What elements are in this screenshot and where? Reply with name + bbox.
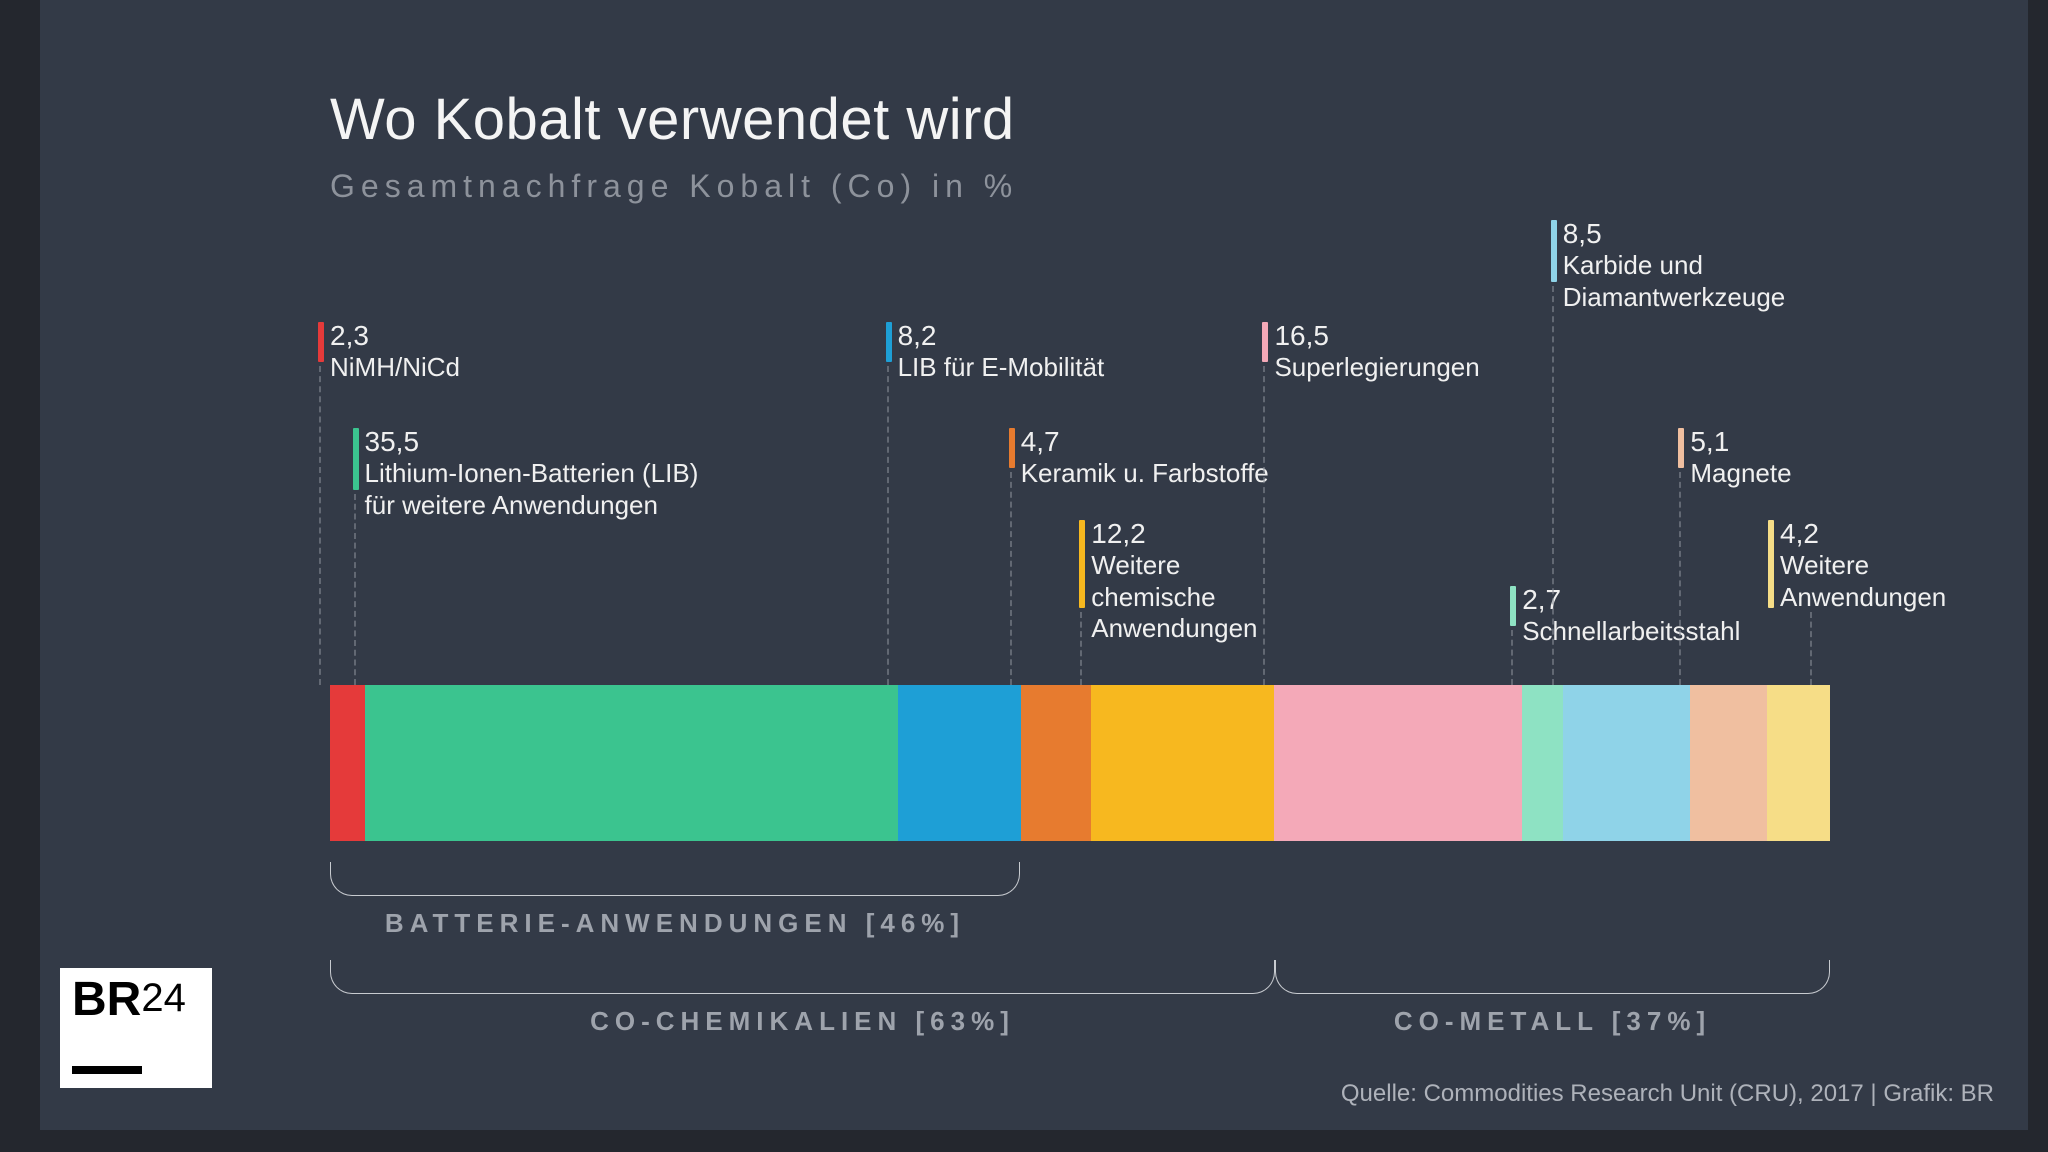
segment-nimh xyxy=(330,685,365,841)
stacked-bar xyxy=(330,685,1830,841)
leader-metal-other xyxy=(1810,612,1812,685)
leader-lib-emob xyxy=(887,366,889,685)
tick-metal-other xyxy=(1768,520,1774,608)
label-magnets: Magnete xyxy=(1690,458,1791,490)
label-lib-emob: LIB für E-Mobilität xyxy=(898,352,1105,384)
label-chem-other: WeiterechemischeAnwendungen xyxy=(1091,550,1257,645)
tick-nimh xyxy=(318,322,324,362)
label-metal-other: WeitereAnwendungen xyxy=(1780,550,1946,613)
annot-ceramics: 4,7Keramik u. Farbstoffe xyxy=(1021,426,1269,490)
label-superalloy: Superlegierungen xyxy=(1274,352,1479,384)
annot-hss: 2,7Schnellarbeitsstahl xyxy=(1522,584,1740,648)
segment-metal-other xyxy=(1767,685,1830,841)
segment-carbide xyxy=(1563,685,1691,841)
value-superalloy: 16,5 xyxy=(1274,320,1479,352)
value-metal-other: 4,2 xyxy=(1780,518,1946,550)
bracket-chemicals xyxy=(330,960,1275,994)
value-magnets: 5,1 xyxy=(1690,426,1791,458)
source-text: Quelle: Commodities Research Unit (CRU),… xyxy=(1341,1080,1994,1108)
tick-lib-other xyxy=(353,428,359,490)
annot-carbide: 8,5Karbide undDiamantwerkzeuge xyxy=(1563,218,1786,313)
annot-nimh: 2,3NiMH/NiCd xyxy=(330,320,460,384)
annot-lib-other: 35,5Lithium-Ionen-Batterien (LIB)für wei… xyxy=(365,426,699,521)
label-ceramics: Keramik u. Farbstoffe xyxy=(1021,458,1269,490)
leader-chem-other xyxy=(1080,612,1082,685)
bracket-batteries xyxy=(330,862,1020,896)
leader-nimh xyxy=(319,366,321,685)
br24-logo: BR24 xyxy=(60,968,212,1088)
segment-superalloy xyxy=(1274,685,1522,841)
annot-magnets: 5,1Magnete xyxy=(1690,426,1791,490)
label-hss: Schnellarbeitsstahl xyxy=(1522,616,1740,648)
value-ceramics: 4,7 xyxy=(1021,426,1269,458)
segment-ceramics xyxy=(1021,685,1092,841)
annot-metal-other: 4,2WeitereAnwendungen xyxy=(1780,518,1946,613)
chart-frame: Wo Kobalt verwendet wird Gesamtnachfrage… xyxy=(40,0,2028,1130)
tick-carbide xyxy=(1551,220,1557,282)
bracket-label-metal: CO-METALL [37%] xyxy=(1275,1006,1830,1037)
bracket-label-batteries: BATTERIE-ANWENDUNGEN [46%] xyxy=(330,908,1020,939)
annot-lib-emob: 8,2LIB für E-Mobilität xyxy=(898,320,1105,384)
value-carbide: 8,5 xyxy=(1563,218,1786,250)
chart-subtitle: Gesamtnachfrage Kobalt (Co) in % xyxy=(330,168,1018,205)
chart-title: Wo Kobalt verwendet wird xyxy=(330,86,1015,153)
bracket-metal xyxy=(1275,960,1830,994)
segment-lib-emob xyxy=(898,685,1021,841)
tick-lib-emob xyxy=(886,322,892,362)
segment-hss xyxy=(1522,685,1563,841)
label-lib-other: Lithium-Ionen-Batterien (LIB)für weitere… xyxy=(365,458,699,521)
leader-ceramics xyxy=(1010,472,1012,685)
leader-superalloy xyxy=(1263,366,1265,685)
value-lib-emob: 8,2 xyxy=(898,320,1105,352)
tick-superalloy xyxy=(1262,322,1268,362)
leader-magnets xyxy=(1679,472,1681,685)
logo-underline xyxy=(72,1066,142,1074)
logo-24: 24 xyxy=(141,976,186,1021)
bracket-label-chemicals: CO-CHEMIKALIEN [63%] xyxy=(330,1006,1275,1037)
value-chem-other: 12,2 xyxy=(1091,518,1257,550)
segment-chem-other xyxy=(1091,685,1274,841)
leader-lib-other xyxy=(354,494,356,685)
value-lib-other: 35,5 xyxy=(365,426,699,458)
tick-ceramics xyxy=(1009,428,1015,468)
segment-magnets xyxy=(1690,685,1767,841)
label-carbide: Karbide undDiamantwerkzeuge xyxy=(1563,250,1786,313)
annot-superalloy: 16,5Superlegierungen xyxy=(1274,320,1479,384)
logo-br: BR xyxy=(72,978,141,1021)
tick-chem-other xyxy=(1079,520,1085,608)
leader-hss xyxy=(1511,630,1513,685)
annot-chem-other: 12,2WeiterechemischeAnwendungen xyxy=(1091,518,1257,645)
leader-carbide xyxy=(1552,286,1554,685)
tick-hss xyxy=(1510,586,1516,626)
value-hss: 2,7 xyxy=(1522,584,1740,616)
segment-lib-other xyxy=(365,685,898,841)
label-nimh: NiMH/NiCd xyxy=(330,352,460,384)
tick-magnets xyxy=(1678,428,1684,468)
value-nimh: 2,3 xyxy=(330,320,460,352)
